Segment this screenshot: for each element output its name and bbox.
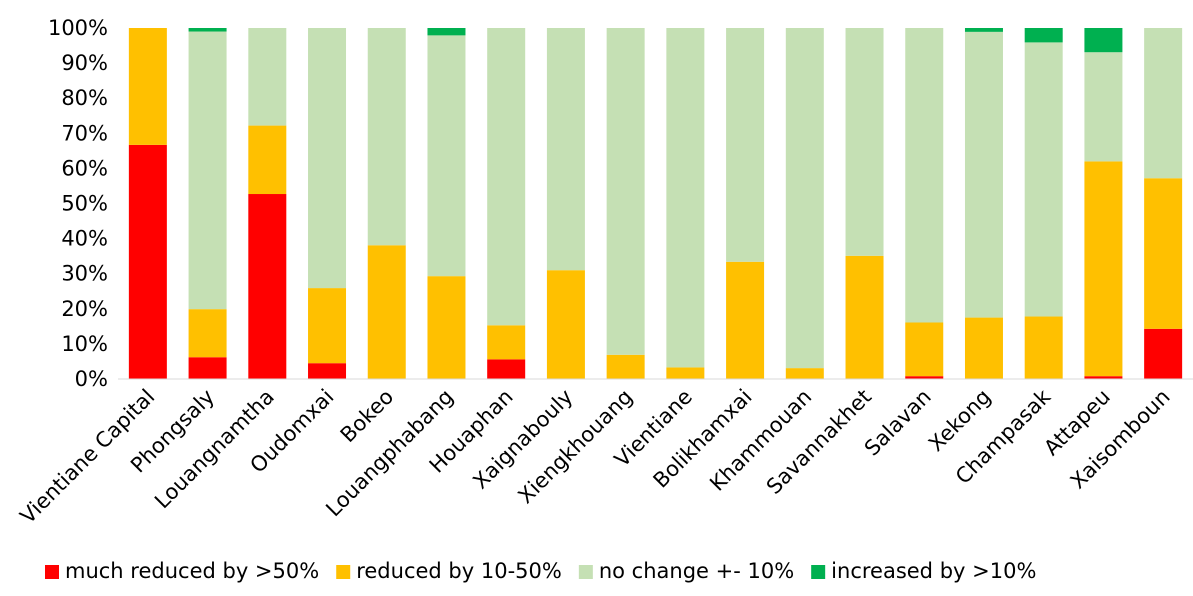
bar-segment (964, 317, 1003, 379)
bar-stack (785, 28, 824, 379)
bar-segment (1084, 28, 1123, 53)
bar-segment (308, 28, 347, 289)
x-tick-label: Savannakhet (762, 385, 876, 499)
x-tick-label: Salavan (860, 385, 936, 461)
legend-label: no change +- 10% (599, 559, 794, 583)
bar-stack (427, 28, 466, 379)
bar-segment (248, 28, 287, 126)
bar-segment (487, 28, 526, 326)
bar-segment (606, 354, 645, 379)
bar-segment (905, 322, 944, 377)
bar-segment (964, 31, 1003, 318)
bar-stack (487, 28, 526, 379)
y-tick-label: 50% (61, 192, 108, 216)
bar-stack (666, 28, 705, 379)
bar-stack (128, 28, 167, 379)
plot-area (118, 28, 1193, 380)
legend-swatch (336, 565, 351, 579)
bar-segment (367, 245, 406, 379)
y-tick-label: 20% (61, 297, 108, 321)
bar-segment (188, 31, 227, 310)
bar-segment (964, 28, 1003, 32)
bar-segment (128, 28, 167, 145)
legend-item: reduced by 10-50% (336, 559, 562, 583)
bar-stack (367, 28, 406, 379)
legend-label: reduced by 10-50% (356, 559, 562, 583)
y-tick-label: 10% (61, 332, 108, 356)
bar-segment (1144, 28, 1183, 179)
legend: much reduced by >50% reduced by 10-50% no … (45, 559, 1036, 583)
bar-segment (1024, 316, 1063, 379)
bar-segment (905, 28, 944, 323)
bar-segment (845, 28, 884, 256)
y-tick-label: 0% (75, 367, 108, 391)
bar-segment (128, 144, 167, 379)
bar-segment (1084, 52, 1123, 162)
legend-swatch (45, 565, 59, 579)
bar-stack (905, 28, 944, 379)
legend-swatch (811, 565, 826, 579)
bar-segment (308, 363, 347, 379)
legend-item: increased by >10% (811, 559, 1036, 583)
bar-segment (546, 28, 585, 271)
legend-item: no change +- 10% (578, 559, 794, 583)
bar-stack (726, 28, 765, 379)
bar-segment (427, 35, 466, 277)
y-tick-label: 70% (61, 121, 108, 145)
legend-label: much reduced by >50% (65, 559, 319, 583)
bar-segment (726, 28, 765, 262)
y-tick-label: 90% (61, 51, 108, 75)
bar-stack (1024, 28, 1063, 379)
bar-segment (1084, 376, 1123, 379)
legend-item: much reduced by >50% (45, 559, 319, 583)
legend-label: increased by >10% (831, 559, 1036, 583)
bar-segment (785, 368, 824, 379)
bar-segment (1144, 328, 1183, 379)
bar-segment (188, 309, 227, 358)
bar-stack (964, 28, 1003, 379)
bar-stack (1084, 28, 1123, 379)
bar-segment (427, 276, 466, 379)
y-tick-label: 100% (48, 16, 108, 40)
bar-stack (1144, 28, 1183, 379)
bar-segment (666, 367, 705, 379)
y-tick-label: 30% (61, 262, 108, 286)
bar-segment (248, 125, 287, 195)
bar-segment (427, 28, 466, 36)
bar-segment (1024, 28, 1063, 43)
bar-segment (845, 255, 884, 379)
y-tick-label: 40% (61, 227, 108, 251)
bar-segment (487, 325, 526, 360)
bar-stack (606, 28, 645, 379)
bar-stack (845, 28, 884, 379)
bar-segment (188, 357, 227, 379)
bar-segment (188, 28, 227, 32)
bar-segment (606, 28, 645, 355)
bar-segment (487, 359, 526, 379)
bar-segment (308, 288, 347, 364)
y-axis: 0% 10% 20% 30% 40% 50% 60% 70% 80% 90% 100% (48, 16, 108, 391)
y-tick-label: 60% (61, 156, 108, 180)
bar-stack (188, 28, 227, 379)
x-axis: Vientiane CapitalPhongsalyLouangnamthaOu… (16, 384, 1175, 528)
bar-segment (546, 270, 585, 379)
bar-segment (367, 28, 406, 246)
bar-stack (248, 28, 287, 379)
bar-segment (666, 28, 705, 368)
legend-swatch (578, 565, 593, 579)
bar-segment (905, 376, 944, 379)
bar-segment (785, 28, 824, 369)
bar-segment (248, 194, 287, 379)
bar-segment (1024, 42, 1063, 317)
y-tick-label: 80% (61, 86, 108, 110)
bar-segment (1144, 178, 1183, 329)
bar-stack (546, 28, 585, 379)
bar-segment (1084, 161, 1123, 377)
bar-segment (726, 261, 765, 379)
bar-stack (308, 28, 347, 379)
